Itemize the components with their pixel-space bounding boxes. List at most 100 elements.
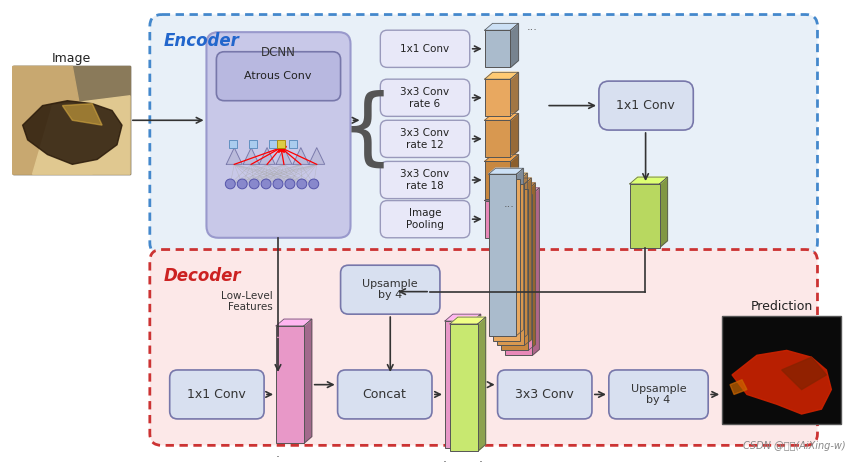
Polygon shape: [63, 103, 102, 125]
Text: Atrous Conv: Atrous Conv: [244, 71, 311, 81]
Bar: [485, 161, 511, 198]
Circle shape: [249, 179, 259, 189]
Bar: [485, 120, 511, 158]
Polygon shape: [532, 188, 539, 355]
Text: Image
Pooling: Image Pooling: [406, 208, 444, 230]
FancyBboxPatch shape: [380, 161, 470, 198]
Text: 3x3 Conv: 3x3 Conv: [515, 388, 574, 401]
Circle shape: [309, 179, 319, 189]
Text: 1x1 Conv: 1x1 Conv: [617, 99, 675, 112]
Bar: [13, 66, 130, 174]
Circle shape: [297, 179, 307, 189]
Text: Upsample
by 4: Upsample by 4: [362, 279, 418, 300]
Bar: [493, 179, 520, 341]
Bar: [485, 30, 511, 67]
Polygon shape: [496, 178, 531, 184]
Polygon shape: [511, 113, 519, 158]
Polygon shape: [485, 154, 519, 161]
Polygon shape: [485, 23, 519, 30]
Text: {: {: [341, 89, 394, 170]
Polygon shape: [33, 96, 130, 174]
Bar: [485, 79, 511, 117]
Polygon shape: [782, 357, 826, 389]
Bar: [488, 174, 517, 336]
Polygon shape: [243, 148, 259, 164]
Text: Upsample
by 4: Upsample by 4: [630, 384, 686, 405]
Text: 1x1 Conv: 1x1 Conv: [187, 388, 246, 401]
Text: .: .: [276, 446, 280, 460]
Text: .: .: [479, 452, 482, 465]
FancyBboxPatch shape: [380, 201, 470, 238]
Bar: [277, 140, 285, 148]
FancyBboxPatch shape: [338, 370, 432, 419]
FancyBboxPatch shape: [380, 79, 470, 117]
Polygon shape: [517, 168, 524, 336]
Text: 3x3 Conv
rate 6: 3x3 Conv rate 6: [401, 87, 450, 109]
Bar: [501, 189, 528, 351]
Circle shape: [261, 179, 271, 189]
Polygon shape: [732, 351, 832, 414]
Polygon shape: [730, 380, 747, 395]
Bar: [276, 326, 304, 443]
FancyBboxPatch shape: [150, 15, 818, 255]
Polygon shape: [501, 183, 535, 189]
Text: ...: ...: [527, 22, 538, 32]
FancyBboxPatch shape: [217, 52, 341, 101]
Text: 3x3 Conv
rate 12: 3x3 Conv rate 12: [401, 128, 450, 150]
FancyBboxPatch shape: [609, 370, 708, 419]
Text: 3x3 Conv
rate 18: 3x3 Conv rate 18: [401, 169, 450, 191]
Polygon shape: [293, 148, 309, 164]
FancyBboxPatch shape: [498, 370, 592, 419]
Polygon shape: [630, 177, 667, 184]
Circle shape: [273, 179, 283, 189]
Polygon shape: [259, 148, 275, 164]
Polygon shape: [505, 188, 539, 194]
Text: ...: ...: [504, 198, 515, 209]
Polygon shape: [485, 194, 519, 201]
Polygon shape: [511, 154, 519, 198]
Bar: [496, 184, 525, 345]
Text: CSDN @艾醒(AiXing-w): CSDN @艾醒(AiXing-w): [743, 441, 845, 451]
Text: Image: Image: [52, 52, 91, 65]
Text: .: .: [443, 452, 447, 465]
Polygon shape: [520, 173, 527, 341]
Polygon shape: [276, 148, 292, 164]
Circle shape: [285, 179, 295, 189]
FancyBboxPatch shape: [380, 30, 470, 67]
Text: DCNN: DCNN: [261, 46, 296, 59]
Bar: [230, 140, 237, 148]
Circle shape: [237, 179, 247, 189]
FancyBboxPatch shape: [206, 32, 351, 238]
Polygon shape: [488, 168, 524, 174]
Polygon shape: [309, 148, 325, 164]
Polygon shape: [511, 23, 519, 67]
FancyBboxPatch shape: [169, 370, 264, 419]
Text: Prediction: Prediction: [751, 300, 813, 313]
Bar: [505, 194, 532, 355]
Bar: [445, 321, 473, 448]
Polygon shape: [528, 183, 535, 351]
Polygon shape: [493, 173, 527, 179]
Bar: [269, 140, 277, 148]
Polygon shape: [450, 317, 486, 324]
Polygon shape: [525, 178, 531, 345]
Bar: [722, 316, 841, 424]
Polygon shape: [485, 72, 519, 79]
FancyBboxPatch shape: [599, 81, 693, 130]
Polygon shape: [13, 66, 92, 174]
Polygon shape: [511, 194, 519, 238]
Polygon shape: [473, 314, 481, 448]
FancyBboxPatch shape: [341, 265, 440, 314]
Bar: [289, 140, 297, 148]
Text: Encoder: Encoder: [163, 32, 240, 50]
Bar: [450, 324, 477, 451]
Text: Concat: Concat: [362, 388, 406, 401]
Text: Low-Level
Features: Low-Level Features: [221, 291, 273, 312]
Polygon shape: [511, 72, 519, 117]
Polygon shape: [13, 66, 130, 174]
Polygon shape: [22, 101, 122, 164]
Text: 1x1 Conv: 1x1 Conv: [401, 44, 450, 54]
Bar: [630, 184, 660, 248]
Polygon shape: [485, 113, 519, 120]
FancyBboxPatch shape: [380, 120, 470, 158]
